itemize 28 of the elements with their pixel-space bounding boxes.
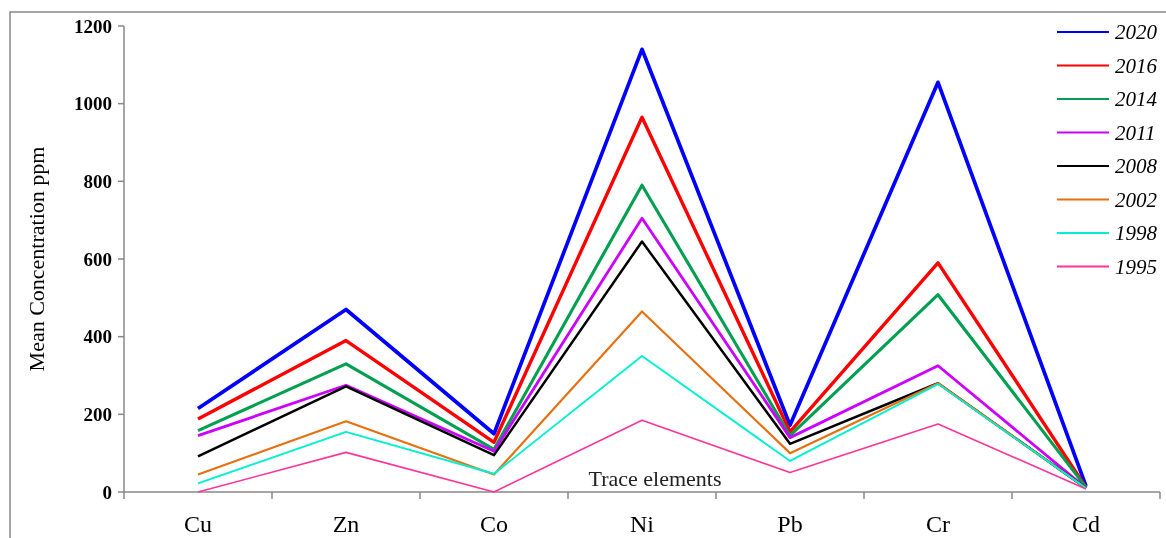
x-tick-label: Co — [479, 511, 509, 537]
legend-label: 2011 — [1115, 120, 1156, 145]
y-tick-label: 200 — [83, 403, 112, 425]
line-series — [196, 47, 1088, 489]
y-tick-label: 1000 — [74, 93, 112, 115]
y-axis-title: Mean Concentration ppm — [24, 146, 49, 372]
line-series — [197, 355, 1087, 490]
x-tick-label: Zn — [332, 511, 360, 537]
legend-label: 1995 — [1115, 254, 1157, 279]
y-tick-label: 1200 — [74, 15, 112, 37]
x-tick-label: Ni — [630, 511, 655, 537]
legend-label: 2014 — [1115, 87, 1158, 112]
x-tick-label: Pb — [777, 511, 803, 537]
y-tick-label: 600 — [83, 248, 112, 270]
legend-label: 2002 — [1115, 187, 1158, 212]
line-series — [197, 419, 1087, 493]
y-tick-label: 400 — [83, 326, 112, 348]
legend-label: 2020 — [1115, 20, 1158, 45]
x-tick-label: Cd — [1071, 511, 1101, 537]
x-tick-label: Cu — [183, 511, 213, 537]
legend-label: 1998 — [1115, 221, 1158, 246]
y-tick-label: 800 — [83, 170, 112, 192]
y-tick-label: 0 — [102, 481, 112, 503]
x-tick-label: Cr — [926, 511, 951, 537]
legend-label: 2016 — [1115, 53, 1158, 78]
legend-label: 2008 — [1115, 154, 1158, 179]
line-series — [196, 310, 1088, 490]
x-axis-title: Trace elements — [588, 466, 722, 491]
